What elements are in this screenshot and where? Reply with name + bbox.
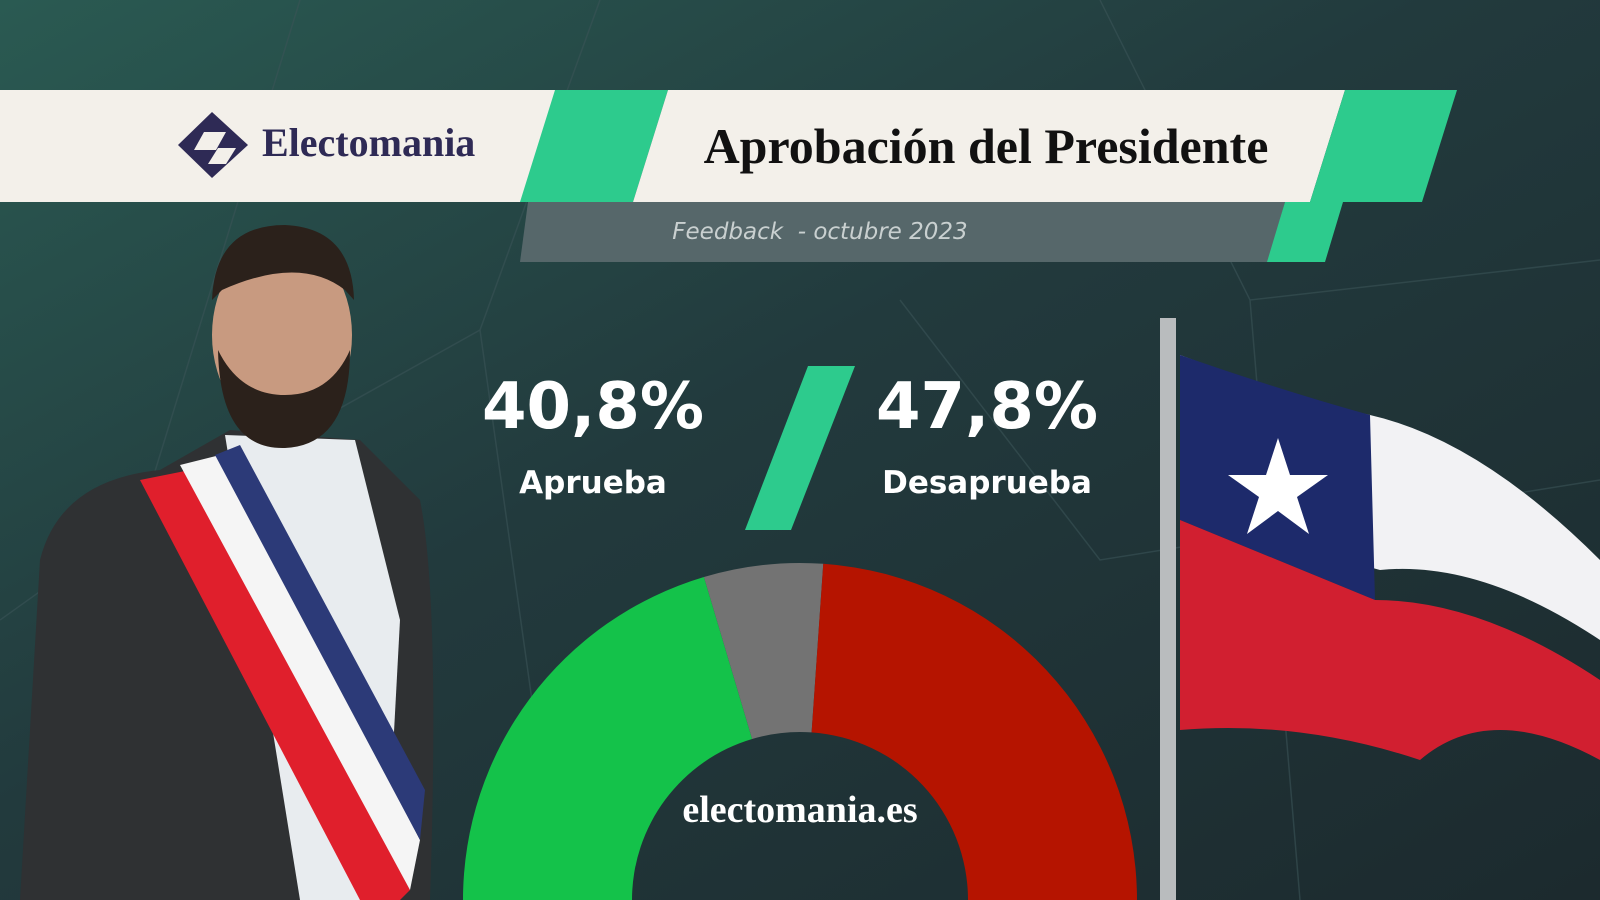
category-label: Desaprueba <box>882 465 1092 501</box>
category-label: Aprueba <box>519 465 667 501</box>
chart-title: Aprobación del Presidente <box>704 118 1269 174</box>
subtitle-accent <box>1267 202 1343 262</box>
header-band <box>0 90 560 202</box>
header-accent <box>520 90 668 202</box>
donut-chart <box>463 563 1137 900</box>
person-illustration <box>20 225 434 900</box>
brand: Electomania <box>262 120 475 165</box>
flag-illustration <box>1160 318 1600 900</box>
header-band <box>633 90 1345 202</box>
chart-subtitle: Feedback - octubre 2023 <box>672 219 967 245</box>
value-label: 47,8% <box>876 370 1098 444</box>
divider-accent <box>745 366 855 530</box>
value-label: 40,8% <box>482 370 704 444</box>
center-text: electomania.es <box>682 789 917 831</box>
donut-slice <box>811 563 1137 900</box>
donut-slice <box>463 576 753 900</box>
donut-slice <box>703 563 824 739</box>
logo <box>178 112 248 178</box>
header-accent <box>1310 90 1457 202</box>
subtitle-band <box>520 202 1285 262</box>
